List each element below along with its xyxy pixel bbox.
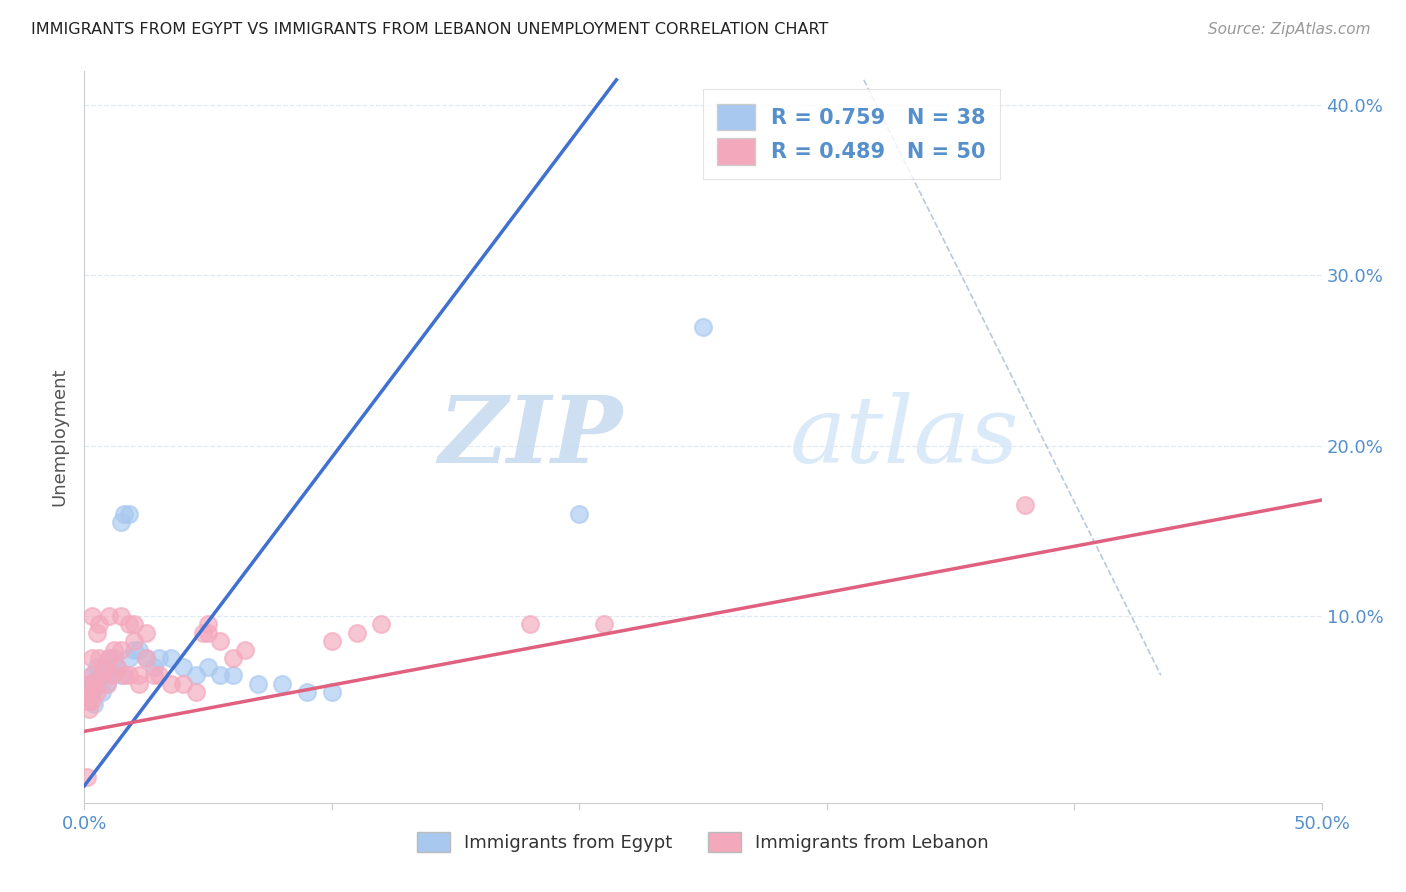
Point — [135, 651, 157, 665]
Point — [103, 651, 125, 665]
Point — [80, 608, 103, 623]
Point — [76, 685, 98, 699]
Y-axis label: Unemployment: Unemployment — [51, 368, 69, 507]
Point — [1014, 498, 1036, 512]
Point — [118, 651, 141, 665]
Point — [197, 625, 219, 640]
Point — [172, 677, 194, 691]
Point — [271, 677, 294, 691]
Point — [80, 694, 103, 708]
Point — [110, 642, 132, 657]
Point — [100, 668, 122, 682]
Text: IMMIGRANTS FROM EGYPT VS IMMIGRANTS FROM LEBANON UNEMPLOYMENT CORRELATION CHART: IMMIGRANTS FROM EGYPT VS IMMIGRANTS FROM… — [31, 22, 828, 37]
Point — [118, 507, 141, 521]
Point — [197, 617, 219, 632]
Point — [197, 659, 219, 673]
Point — [89, 617, 111, 632]
Point — [135, 651, 157, 665]
Point — [98, 608, 121, 623]
Point — [98, 651, 121, 665]
Point — [122, 642, 145, 657]
Point — [80, 668, 103, 682]
Point — [142, 659, 165, 673]
Point — [110, 515, 132, 529]
Point — [80, 651, 103, 665]
Point — [79, 677, 101, 691]
Point — [112, 668, 135, 682]
Point — [568, 507, 591, 521]
Point — [209, 634, 232, 648]
Point — [118, 617, 141, 632]
Point — [80, 668, 103, 682]
Point — [118, 668, 141, 682]
Point — [593, 617, 616, 632]
Point — [209, 668, 232, 682]
Point — [110, 608, 132, 623]
Point — [142, 668, 165, 682]
Point — [90, 685, 112, 699]
Point — [172, 659, 194, 673]
Point — [246, 677, 269, 691]
Point — [80, 685, 103, 699]
Legend: R = 0.759   N = 38, R = 0.489   N = 50: R = 0.759 N = 38, R = 0.489 N = 50 — [703, 89, 1001, 179]
Point — [76, 770, 98, 784]
Point — [93, 659, 115, 673]
Point — [191, 625, 214, 640]
Point — [519, 617, 541, 632]
Text: atlas: atlas — [790, 392, 1019, 482]
Point — [83, 677, 105, 691]
Point — [80, 685, 103, 699]
Point — [100, 668, 122, 682]
Point — [233, 642, 256, 657]
Point — [76, 694, 98, 708]
Point — [148, 668, 170, 682]
Point — [89, 651, 111, 665]
Point — [86, 677, 108, 691]
Point — [93, 659, 115, 673]
Point — [79, 694, 101, 708]
Point — [90, 668, 112, 682]
Point — [105, 659, 128, 673]
Text: ZIP: ZIP — [439, 392, 623, 482]
Point — [692, 319, 714, 334]
Point — [184, 668, 207, 682]
Point — [370, 617, 392, 632]
Point — [105, 659, 128, 673]
Point — [122, 634, 145, 648]
Point — [79, 677, 101, 691]
Point — [112, 507, 135, 521]
Point — [160, 651, 183, 665]
Point — [128, 668, 150, 682]
Point — [184, 685, 207, 699]
Text: Source: ZipAtlas.com: Source: ZipAtlas.com — [1208, 22, 1371, 37]
Point — [96, 677, 118, 691]
Point — [122, 617, 145, 632]
Point — [83, 697, 105, 711]
Point — [135, 625, 157, 640]
Point — [89, 668, 111, 682]
Point — [222, 668, 245, 682]
Point — [222, 651, 245, 665]
Point — [128, 642, 150, 657]
Point — [160, 677, 183, 691]
Point — [321, 685, 343, 699]
Point — [86, 625, 108, 640]
Point — [86, 685, 108, 699]
Point — [148, 651, 170, 665]
Point — [103, 642, 125, 657]
Point — [295, 685, 318, 699]
Point — [96, 677, 118, 691]
Point — [346, 625, 368, 640]
Point — [86, 659, 108, 673]
Point — [321, 634, 343, 648]
Point — [110, 668, 132, 682]
Point — [128, 677, 150, 691]
Point — [79, 702, 101, 716]
Point — [98, 651, 121, 665]
